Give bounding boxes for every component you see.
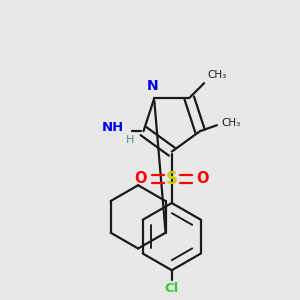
Text: Cl: Cl [165,282,179,295]
Text: S: S [166,170,178,188]
Text: NH: NH [101,121,124,134]
Text: O: O [134,171,147,186]
Text: CH₃: CH₃ [207,70,226,80]
Text: O: O [196,171,209,186]
Text: N: N [146,79,158,93]
Text: H: H [126,135,134,145]
Text: CH₃: CH₃ [222,118,241,128]
